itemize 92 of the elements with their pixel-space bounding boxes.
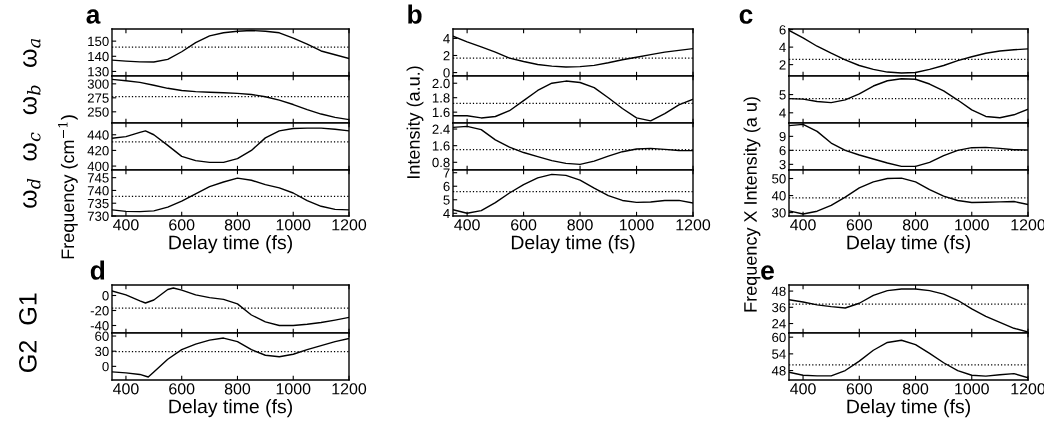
- x-axis-title: Delay time (fs): [169, 235, 292, 254]
- y-axis-title: ω$_{c}$: [22, 132, 41, 161]
- x-tick-label: 400: [112, 383, 139, 395]
- chart-title: b: [408, 4, 422, 24]
- x-tick-label: 400: [112, 219, 139, 231]
- x-tick-label: 400: [454, 219, 480, 231]
- chart-title: c: [739, 9, 753, 24]
- x-tick-label: 600: [846, 383, 872, 395]
- x-tick-label: 800: [224, 383, 251, 395]
- y-axis-title: G1: [19, 293, 37, 325]
- x-tick-label: 800: [567, 219, 593, 231]
- y-tick-label: 4: [443, 209, 450, 219]
- y-tick-label: 6: [779, 145, 786, 156]
- y-tick-label: 50: [772, 174, 786, 184]
- y-tick-label: 250: [87, 107, 109, 117]
- y-tick-label: 6: [779, 25, 786, 35]
- x-tick-label: 400: [790, 219, 816, 231]
- x-tick-label: 1000: [955, 219, 989, 231]
- y-tick-label: 5: [443, 195, 450, 205]
- y-tick-label: 400: [87, 161, 109, 171]
- y-tick-label: 36: [772, 302, 786, 313]
- line-series: [453, 173, 693, 214]
- y-axis-title: ω$_{a}$: [22, 38, 41, 67]
- x-tick-label: 800: [902, 383, 929, 395]
- y-tick-label: -20: [90, 306, 109, 316]
- y-tick-label: 740: [87, 186, 109, 196]
- x-tick-label: 600: [846, 219, 872, 231]
- y-tick-label: 30: [772, 208, 786, 218]
- y-tick-label: 7: [443, 168, 450, 178]
- text: Intensity (a.u.): [406, 66, 424, 179]
- x-axis-title: Delay time (fs): [847, 399, 970, 418]
- text: Frequency (cm$^{−1}$): [58, 115, 78, 259]
- y-axis-title: G2: [19, 341, 37, 372]
- y-tick-label: 735: [87, 198, 109, 209]
- y-tick-label: 48: [771, 366, 786, 376]
- x-tick-label: 800: [902, 219, 929, 231]
- y-tick-label: 0: [443, 68, 450, 78]
- y-tick-label: 4: [443, 34, 450, 44]
- y-tick-label: 420: [87, 145, 109, 156]
- y-tick-label: 30: [95, 346, 109, 357]
- y-tick-label: -40: [90, 321, 109, 331]
- y-tick-label: 3: [779, 159, 786, 170]
- y-tick-label: 0.8: [432, 157, 450, 168]
- chart-title: a: [86, 9, 101, 24]
- y-tick-label: 2.4: [432, 124, 450, 134]
- y-tick-label: 5: [779, 90, 786, 100]
- y-tick-label: 275: [87, 93, 109, 103]
- x-tick-label: 1000: [619, 219, 654, 231]
- x-axis-title: Delay time (fs): [511, 235, 635, 254]
- y-tick-label: 1.6: [432, 107, 450, 118]
- y-tick-label: 9: [779, 131, 786, 142]
- y-tick-label: 2: [779, 60, 786, 70]
- y-tick-label: 1.6: [432, 141, 450, 151]
- y-tick-label: 2.0: [432, 78, 450, 89]
- y-axis-title: ω$_{b}$: [22, 85, 41, 115]
- chart-title: e: [761, 265, 774, 280]
- x-tick-label: 1200: [676, 219, 711, 231]
- y-tick-label: 2: [443, 51, 450, 61]
- y-tick-label: 745: [87, 173, 109, 183]
- y-tick-label: 4: [779, 108, 786, 118]
- y-tick-label: 130: [88, 67, 109, 77]
- y-tick-label: 0: [102, 361, 109, 372]
- y-tick-label: 54: [772, 349, 786, 359]
- y-tick-label: 4: [779, 42, 786, 52]
- y-tick-label: 440: [87, 130, 109, 140]
- y-axis-title: ω$_{d}$: [22, 178, 41, 208]
- y-tick-label: 0: [102, 291, 109, 301]
- x-axis-title: Delay time (fs): [169, 399, 292, 418]
- y-tick-label: 40: [771, 191, 786, 201]
- y-tick-label: 300: [87, 79, 109, 89]
- x-tick-label: 600: [169, 219, 195, 231]
- y-tick-label: 60: [95, 331, 109, 341]
- x-tick-label: 1000: [276, 383, 311, 395]
- x-tick-label: 1200: [332, 383, 367, 395]
- chart-title: d: [90, 260, 105, 280]
- x-tick-label: 600: [511, 219, 537, 231]
- x-tick-label: 400: [790, 383, 816, 395]
- y-tick-label: 150: [88, 36, 109, 47]
- x-tick-label: 600: [169, 383, 195, 395]
- y-tick-label: 6: [443, 181, 450, 192]
- x-tick-label: 1200: [332, 219, 367, 231]
- x-axis-title: Delay time (fs): [847, 235, 970, 254]
- y-tick-label: 140: [88, 51, 109, 62]
- y-tick-label: 60: [772, 332, 786, 343]
- x-tick-label: 1000: [276, 219, 311, 231]
- x-tick-label: 800: [224, 219, 251, 231]
- y-tick-label: 48: [771, 286, 786, 296]
- y-tick-label: 1.8: [432, 93, 450, 103]
- y-tick-label: 24: [772, 319, 786, 329]
- text: Frequency X Intensity (a u): [743, 97, 761, 312]
- y-tick-label: 730: [87, 211, 109, 221]
- x-tick-label: 1000: [955, 383, 989, 395]
